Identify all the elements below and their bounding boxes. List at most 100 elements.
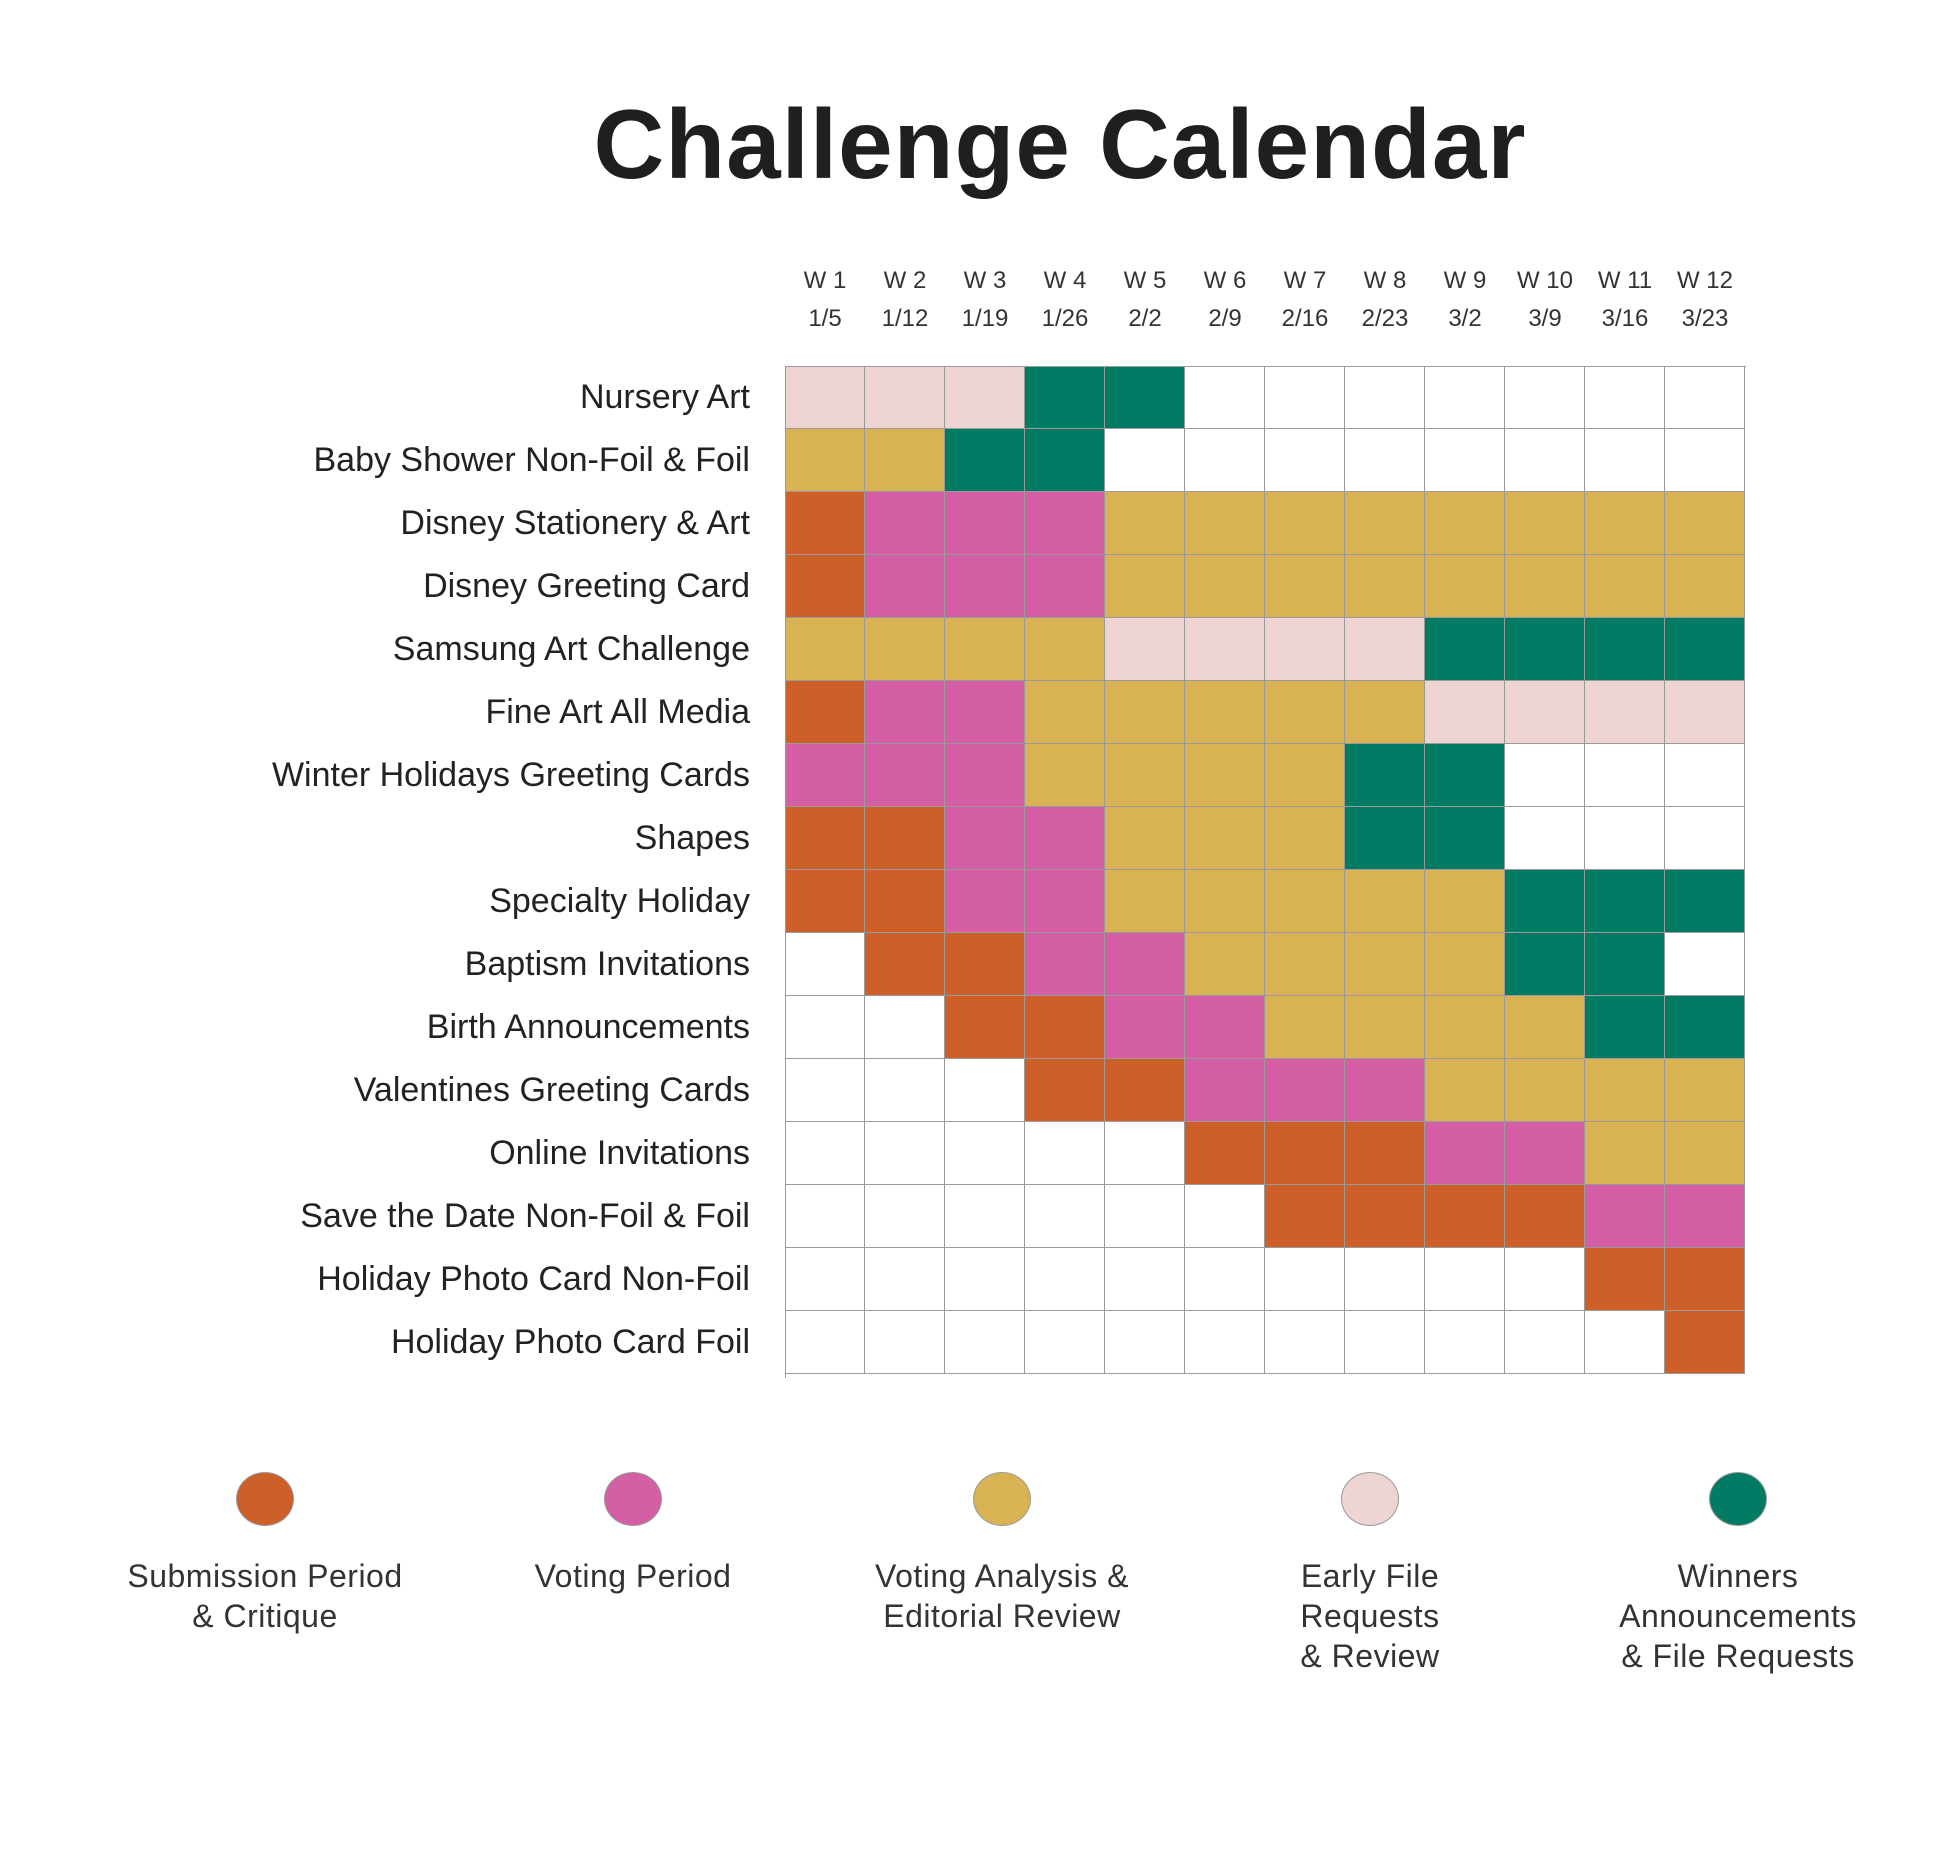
calendar-cell <box>1185 618 1265 681</box>
calendar-cell <box>1505 807 1585 870</box>
calendar-cell <box>1585 807 1665 870</box>
calendar-cell <box>1585 933 1665 996</box>
calendar-cell <box>1185 1122 1265 1185</box>
calendar-cell <box>1105 1185 1185 1248</box>
column-date: 3/2 <box>1448 305 1482 332</box>
calendar-cell <box>1185 870 1265 933</box>
calendar-cell <box>1665 1185 1745 1248</box>
row-label: Birth Announcements <box>426 1008 750 1046</box>
calendar-cell <box>1185 807 1265 870</box>
calendar-cell <box>1425 996 1505 1059</box>
row-label: Disney Greeting Card <box>423 567 750 605</box>
column-header: W 4 1/26 <box>1025 262 1105 338</box>
calendar-cell <box>1665 1122 1745 1185</box>
calendar-cell <box>785 429 865 492</box>
calendar-cell <box>1265 555 1345 618</box>
calendar-cell <box>1185 681 1265 744</box>
calendar-cell <box>1585 618 1665 681</box>
column-date: 3/23 <box>1681 305 1729 332</box>
calendar-cell <box>1185 366 1265 429</box>
legend-swatch <box>1709 1472 1767 1526</box>
calendar-cell <box>785 492 865 555</box>
legend-item: Voting Analysis & Editorial Review <box>832 1472 1172 1636</box>
column-date: 2/2 <box>1128 305 1162 332</box>
calendar-cell <box>1345 492 1425 555</box>
calendar-cell <box>1185 996 1265 1059</box>
calendar-cell <box>1105 870 1185 933</box>
calendar-cell <box>1025 1059 1105 1122</box>
calendar-cell <box>1185 1185 1265 1248</box>
calendar-cell <box>785 681 865 744</box>
calendar-cell <box>1665 744 1745 807</box>
calendar-cell <box>1585 681 1665 744</box>
calendar-cell <box>865 807 945 870</box>
calendar-cell <box>1585 492 1665 555</box>
calendar-cell <box>1505 933 1585 996</box>
column-header: W 3 1/19 <box>945 262 1025 338</box>
calendar-cell <box>1185 1248 1265 1311</box>
calendar-cell <box>785 1311 865 1374</box>
legend-label: Voting Analysis & Editorial Review <box>875 1558 1129 1634</box>
calendar-cell <box>1265 870 1345 933</box>
calendar-cell <box>865 933 945 996</box>
legend-label: Early File Requests & Review <box>1300 1558 1440 1674</box>
calendar-cell <box>785 996 865 1059</box>
calendar-cell <box>1105 1122 1185 1185</box>
calendar-cell <box>1025 681 1105 744</box>
column-header: W 8 2/23 <box>1345 262 1425 338</box>
calendar-cell <box>1185 1311 1265 1374</box>
calendar-cell <box>945 1059 1025 1122</box>
calendar-cell <box>785 366 865 429</box>
calendar-cell <box>1505 1059 1585 1122</box>
row-label: Winter Holidays Greeting Cards <box>271 756 750 794</box>
calendar-cell <box>785 1059 865 1122</box>
calendar-cell <box>945 1248 1025 1311</box>
column-week: W 9 <box>1443 267 1487 294</box>
column-date: 3/9 <box>1528 305 1562 332</box>
calendar-cell <box>865 870 945 933</box>
calendar-cell <box>1505 555 1585 618</box>
row-label: Baptism Invitations <box>464 945 750 983</box>
calendar-cell <box>1025 1311 1105 1374</box>
calendar-cell <box>865 366 945 429</box>
calendar-cell <box>945 555 1025 618</box>
calendar-cell <box>1345 366 1425 429</box>
row-label: Holiday Photo Card Non-Foil <box>317 1260 750 1298</box>
calendar-cell <box>1025 429 1105 492</box>
column-date: 1/5 <box>808 305 842 332</box>
calendar-cell <box>1425 618 1505 681</box>
calendar-cell <box>1425 1311 1505 1374</box>
calendar-cell <box>1665 933 1745 996</box>
legend-swatch <box>1341 1472 1399 1526</box>
calendar-cell <box>945 1311 1025 1374</box>
calendar-cell <box>1665 681 1745 744</box>
calendar-cell <box>1345 555 1425 618</box>
row-label: Online Invitations <box>489 1134 750 1172</box>
calendar-cell <box>945 492 1025 555</box>
calendar-cell <box>1585 429 1665 492</box>
calendar-cell <box>1105 429 1185 492</box>
column-date: 1/19 <box>961 305 1009 332</box>
row-label: Shapes <box>634 819 750 857</box>
calendar-cell <box>1665 807 1745 870</box>
calendar-cell <box>785 870 865 933</box>
calendar-cell <box>945 996 1025 1059</box>
calendar-cell <box>1025 1185 1105 1248</box>
calendar-cell <box>1505 492 1585 555</box>
row-label: Specialty Holiday <box>489 882 750 920</box>
calendar-cell <box>785 933 865 996</box>
calendar-cell <box>945 807 1025 870</box>
calendar-cell <box>865 744 945 807</box>
calendar-cell <box>1505 1248 1585 1311</box>
calendar-cell <box>945 933 1025 996</box>
calendar-cell <box>865 618 945 681</box>
calendar-cell <box>1665 555 1745 618</box>
calendar-cell <box>1665 429 1745 492</box>
calendar-cell <box>1505 870 1585 933</box>
calendar-cell <box>1585 366 1665 429</box>
calendar-cell <box>1025 366 1105 429</box>
calendar-cell <box>1265 744 1345 807</box>
calendar-cell <box>1425 744 1505 807</box>
calendar-cell <box>1185 744 1265 807</box>
calendar-cell <box>1105 555 1185 618</box>
